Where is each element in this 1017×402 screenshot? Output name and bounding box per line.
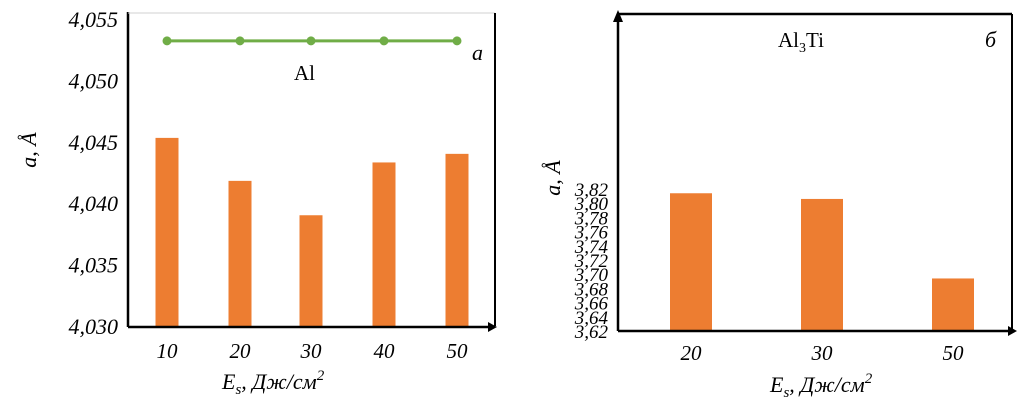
right-axes	[613, 10, 1017, 336]
left-bar-40	[372, 162, 396, 327]
right-bar-30	[801, 198, 843, 331]
right-x-axis-label: Es, Дж/см2	[769, 371, 873, 397]
left-line-point-10	[162, 36, 172, 46]
right-x-tick-50: 50	[943, 341, 965, 365]
right-annotation: Al3Ti	[778, 28, 824, 56]
left-x-axis-arrow	[488, 322, 497, 332]
left-y-tick-5: 4,055	[69, 7, 119, 32]
left-line-point-30	[306, 36, 316, 46]
right-y-ticks: 3,623,643,663,683,703,723,743,763,783,80…	[574, 180, 609, 343]
chart-left: 4,030 4,035 4,040 4,045 4,050 4,055 10 20 30 40 5…	[16, 7, 497, 398]
right-y-tick-4: 3,70	[574, 265, 609, 286]
left-y-tick-2: 4,040	[69, 191, 119, 216]
right-x-ticks: 20 30 50	[681, 341, 965, 365]
left-x-tick-20: 20	[230, 339, 252, 363]
right-y-tick-5: 3,72	[574, 251, 609, 272]
left-y-tick-1: 4,035	[69, 253, 119, 278]
right-panel-label: б	[985, 27, 997, 52]
right-x-axis-arrow	[1008, 326, 1017, 336]
left-y-ticks: 4,030 4,035 4,040 4,045 4,050 4,055	[69, 7, 119, 339]
left-x-tick-30: 30	[300, 339, 323, 363]
right-x-tick-30: 30	[811, 341, 834, 365]
left-x-tick-10: 10	[157, 339, 179, 363]
left-annotation: Al	[294, 61, 315, 85]
right-bars	[670, 193, 974, 331]
left-line-series	[162, 36, 462, 46]
left-x-tick-40: 40	[374, 339, 396, 363]
right-bar-20	[670, 193, 712, 331]
left-y-axis-label: a, Å	[16, 132, 41, 168]
left-x-ticks: 10 20 30 40 50	[157, 339, 469, 363]
right-y-axis-arrow	[613, 10, 623, 22]
left-line-point-20	[235, 36, 245, 46]
right-y-tick-10: 3,82	[574, 180, 609, 201]
right-y-tick-0: 3,62	[574, 322, 609, 343]
left-bar-10	[155, 137, 179, 327]
right-bar-50	[932, 278, 974, 331]
right-y-tick-7: 3,76	[574, 223, 609, 244]
left-bar-30	[299, 215, 323, 327]
left-line-point-50	[452, 36, 462, 46]
right-y-axis-label: a, Å	[540, 160, 565, 196]
right-y-tick-9: 3,80	[574, 194, 609, 215]
left-y-tick-4: 4,050	[69, 68, 119, 93]
left-line-point-40	[379, 36, 389, 46]
right-y-tick-3: 3,68	[574, 279, 609, 300]
right-y-tick-1: 3,64	[574, 308, 609, 329]
left-y-tick-0: 4,030	[69, 314, 119, 339]
left-x-axis-label: Es, Дж/см2	[221, 368, 325, 397]
left-axes	[126, 12, 497, 332]
left-bars	[155, 137, 469, 327]
left-bar-20	[228, 180, 252, 327]
left-x-tick-50: 50	[447, 339, 469, 363]
right-y-tick-2: 3,66	[574, 294, 609, 315]
chart-right: 3,623,643,663,683,703,723,743,763,783,80…	[540, 10, 1017, 401]
right-x-tick-20: 20	[681, 341, 703, 365]
left-bar-50	[445, 153, 469, 327]
left-y-tick-3: 4,045	[69, 130, 119, 155]
right-y-tick-8: 3,78	[574, 208, 609, 229]
left-panel-label: а	[472, 40, 483, 65]
right-y-tick-6: 3,74	[574, 237, 609, 258]
